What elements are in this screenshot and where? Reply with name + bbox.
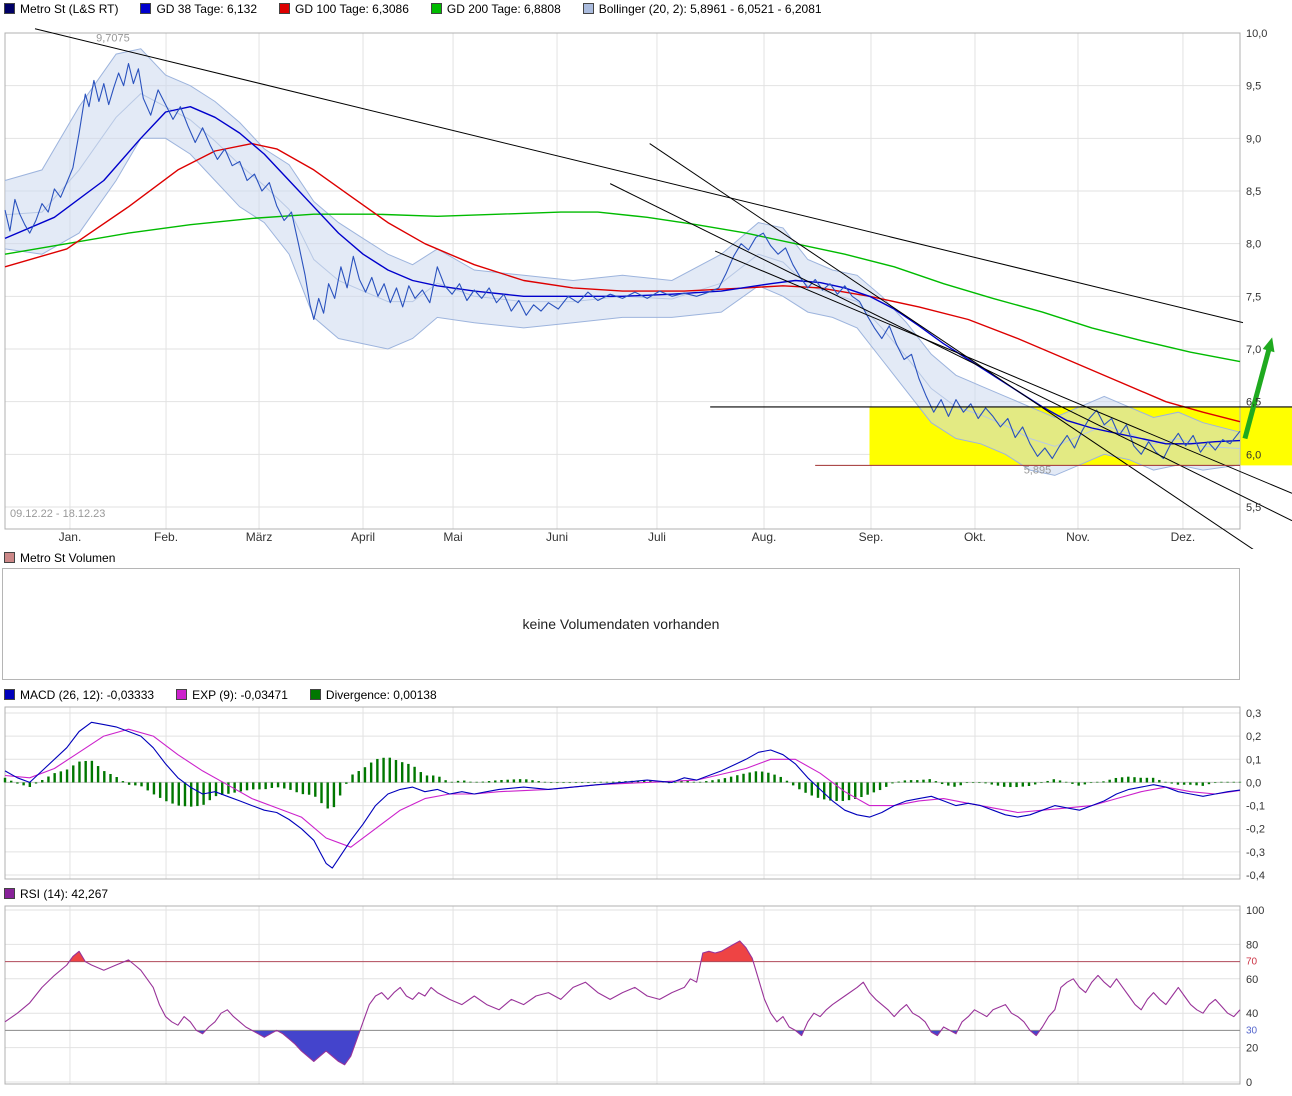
series-GD 38 Tage (4, 106, 1241, 445)
rsi-above-fill (69, 951, 86, 962)
price-legend-label: GD 100 Tage: 6,3086 (295, 1, 409, 16)
price-legend-swatch-icon (582, 3, 594, 14)
axis-label: 70 (1246, 957, 1258, 968)
macd-legend-item-2: Divergence: 0,00138 (309, 687, 437, 702)
axis-label: 9,7075 (96, 32, 130, 44)
macd-legend-swatch-icon (309, 689, 321, 700)
rsi-legend-swatch-icon (4, 888, 15, 899)
price-legend-label: GD 200 Tage: 6,8808 (446, 1, 561, 16)
price-legend-item-4: Bollinger (20, 2): 5,8961 - 6,0521 - 6,2… (582, 1, 822, 16)
volume-legend: Metro St Volumen (0, 549, 1292, 566)
axis-label: März (246, 530, 273, 544)
axis-label: -0,3 (1246, 847, 1265, 859)
axis-label: -0,2 (1246, 824, 1265, 836)
macd-legend-label: EXP (9): -0,03471 (192, 687, 288, 702)
rsi-legend-item-0: RSI (14): 42,267 (4, 887, 108, 901)
axis-label: Okt. (964, 530, 986, 544)
axis-label: 0 (1246, 1077, 1252, 1089)
axis-label: Juli (648, 530, 666, 544)
axis-label: 8,5 (1246, 186, 1261, 198)
volume-legend-label: Metro St Volumen (20, 550, 116, 565)
axis-label: 6,0 (1246, 449, 1261, 461)
price-legend-label: Bollinger (20, 2): 5,8961 - 6,0521 - 6,2… (598, 1, 822, 16)
bollinger-band (5, 48, 1240, 476)
price-legend-item-0: Metro St (L&S RT) (4, 2, 118, 16)
trend-line-1 (649, 143, 1254, 549)
macd-legend-label: MACD (26, 12): -0,03333 (20, 687, 155, 702)
axis-label: 20 (1246, 1043, 1258, 1055)
axis-label: Mai (443, 530, 462, 544)
macd-legend-swatch-icon (176, 689, 188, 700)
axis-label: -0,1 (1246, 801, 1265, 813)
price-legend-swatch-icon (140, 3, 152, 14)
price-legend-swatch-icon (279, 3, 290, 14)
axis-label: 10,0 (1246, 28, 1267, 40)
axis-label: 0,0 (1246, 777, 1261, 789)
macd-legend-swatch-icon (4, 689, 15, 700)
price-legend-item-1: GD 38 Tage: 6,132 (140, 2, 257, 16)
series-MACD (26, 12) (4, 721, 1241, 869)
rsi-below-fill (930, 1030, 942, 1036)
series-Metro St (L&S RT) (4, 62, 1241, 460)
price-legend-swatch-icon (4, 3, 15, 14)
axis-label: 09.12.22 - 18.12.23 (10, 508, 105, 520)
axis-label: 60 (1246, 974, 1258, 986)
price-legend: Metro St (L&S RT) GD 38 Tage: 6,132 GD 100… (0, 0, 1292, 17)
trend-line-3 (714, 250, 1292, 494)
volume-legend-item-0: Metro St Volumen (4, 551, 115, 565)
axis-label: 6,5 (1246, 397, 1261, 409)
axis-label: 0,1 (1246, 754, 1261, 766)
trend-line-0 (34, 28, 1244, 324)
axis-label: 0,3 (1246, 708, 1261, 720)
series-EXP (9) (4, 728, 1241, 848)
price-legend-label: GD 38 Tage: 6,132 (156, 1, 257, 16)
series-rsi (4, 940, 1241, 1066)
volume-message: keine Volumendaten vorhanden (522, 616, 720, 632)
axis-label: 7,0 (1246, 344, 1261, 356)
macd-chart: 0,3 0,2 0,1 0,0 -0,1 -0,2 -0,3 -0,4 (3, 706, 1265, 882)
axis-label: 0,2 (1246, 731, 1261, 743)
axis-label: 5,5 (1246, 502, 1261, 514)
axis-label: 8,0 (1246, 239, 1261, 251)
macd-legend-item-0: MACD (26, 12): -0,03333 (4, 688, 154, 702)
axis-label: 30 (1246, 1025, 1258, 1036)
axis-label: 100 (1246, 905, 1264, 917)
up-arrow-icon (1242, 348, 1272, 440)
up-arrow-head-icon (1262, 337, 1275, 353)
price-legend-label: Metro St (L&S RT) (20, 1, 119, 16)
macd-legend: MACD (26, 12): -0,03333 EXP (9): -0,03471… (0, 686, 1292, 703)
axis-label: Juni (546, 530, 568, 544)
rsi-chart: 100 80 60 40 20 0 70 30 (4, 905, 1264, 1089)
price-legend-item-3: GD 200 Tage: 6,8808 (430, 1, 561, 16)
axis-label: 80 (1246, 939, 1258, 951)
series-GD 100 Tage (4, 142, 1241, 423)
axis-label: Aug. (752, 530, 777, 544)
axis-label: Jan. (59, 530, 82, 544)
axis-label: -0,4 (1246, 870, 1265, 882)
rsi-legend: RSI (14): 42,267 (0, 885, 1292, 902)
trend-line-2 (609, 183, 1292, 522)
macd-legend-item-1: EXP (9): -0,03471 (176, 688, 288, 702)
axis-label: 9,0 (1246, 133, 1261, 145)
rsi-above-fill (701, 941, 754, 962)
axis-label: 40 (1246, 1008, 1258, 1020)
axis-label: 7,5 (1246, 291, 1261, 303)
volume-panel: keine Volumendaten vorhanden (2, 568, 1240, 680)
series-GD 200 Tage (4, 211, 1241, 363)
axis-label: Sep. (859, 530, 884, 544)
axis-label: Dez. (1171, 530, 1196, 544)
price-legend-item-2: GD 100 Tage: 6,3086 (279, 2, 409, 16)
macd-legend-label: Divergence: 0,00138 (325, 687, 437, 702)
axis-label: Nov. (1066, 530, 1090, 544)
price-legend-swatch-icon (430, 3, 442, 14)
rsi-below-fill (1030, 1030, 1040, 1036)
price-chart: 10,0 9,5 9,0 8,5 8,0 7,5 7,0 6,5 6,0 5,5 Jan. Feb. M… (4, 28, 1292, 549)
volume-legend-swatch-icon (4, 552, 15, 563)
rsi-legend-label: RSI (14): 42,267 (20, 886, 109, 901)
axis-label: 5,895 (1024, 464, 1052, 476)
axis-label: 9,5 (1246, 81, 1261, 93)
axis-label: Feb. (154, 530, 178, 544)
axis-label: April (351, 530, 375, 544)
